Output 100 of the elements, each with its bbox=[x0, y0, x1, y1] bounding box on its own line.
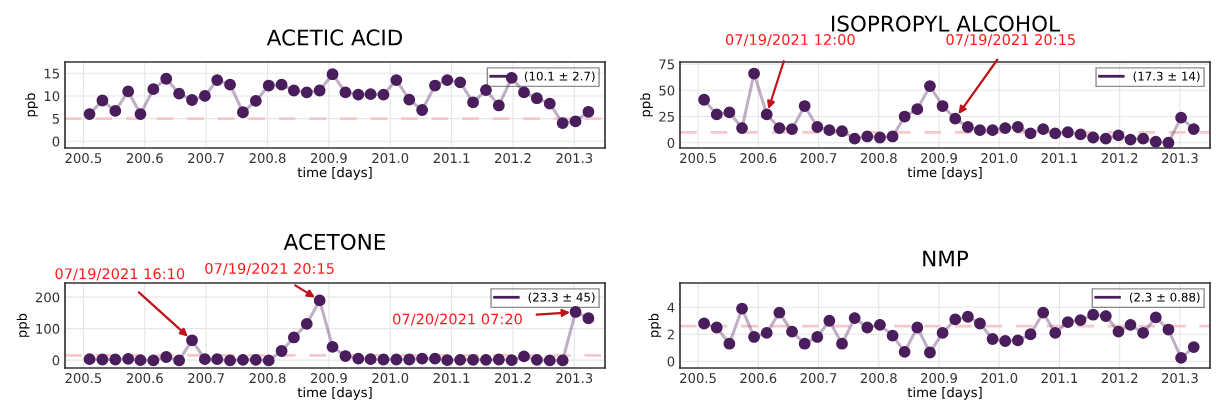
point bbox=[275, 345, 288, 357]
point bbox=[326, 68, 339, 81]
point bbox=[924, 346, 936, 359]
x-tick-label: 201.0 bbox=[981, 153, 1018, 164]
point bbox=[300, 318, 313, 330]
x-tick-label: 200.5 bbox=[680, 153, 716, 164]
point bbox=[1149, 135, 1162, 148]
x-tick-label: 200.5 bbox=[680, 373, 716, 384]
x-tick-label: 201.0 bbox=[372, 153, 409, 164]
point bbox=[518, 350, 530, 363]
annotation: 07/19/2021 20:15 bbox=[946, 34, 1075, 47]
point bbox=[492, 99, 505, 112]
point bbox=[710, 108, 723, 121]
point bbox=[173, 87, 186, 100]
legend-label: (10.1 ± 2.7) bbox=[524, 71, 595, 82]
point bbox=[249, 353, 262, 366]
point bbox=[211, 74, 224, 87]
point bbox=[467, 96, 479, 109]
point bbox=[403, 93, 416, 106]
point bbox=[429, 79, 441, 92]
point bbox=[530, 92, 543, 105]
point bbox=[874, 131, 886, 144]
annotation: 07/20/2021 07:20 bbox=[393, 313, 522, 326]
point bbox=[109, 353, 122, 366]
point bbox=[823, 314, 836, 327]
y-tick-label: 200 bbox=[35, 292, 60, 303]
y-tick-label: 10 bbox=[44, 91, 60, 102]
point bbox=[886, 329, 899, 342]
point bbox=[1112, 129, 1125, 142]
point bbox=[811, 121, 824, 133]
point bbox=[823, 124, 836, 137]
point bbox=[986, 333, 999, 345]
point bbox=[748, 331, 760, 343]
x-tick-label: 200.8 bbox=[860, 153, 897, 164]
point bbox=[1099, 132, 1112, 145]
point bbox=[313, 294, 326, 307]
point bbox=[543, 97, 556, 110]
y-tick-label: 0 bbox=[667, 137, 675, 148]
point bbox=[339, 350, 352, 362]
point bbox=[287, 84, 300, 97]
point bbox=[1149, 311, 1162, 324]
x-tick-label: 200.7 bbox=[800, 153, 837, 164]
point bbox=[1099, 310, 1112, 322]
x-tick-label: 201.2 bbox=[495, 373, 531, 384]
x-tick-label: 201.1 bbox=[433, 373, 470, 384]
point bbox=[518, 86, 530, 99]
y-tick-label: 4 bbox=[667, 302, 675, 313]
point bbox=[1087, 131, 1100, 144]
point bbox=[582, 312, 595, 325]
point bbox=[1074, 128, 1087, 141]
point bbox=[1011, 121, 1024, 133]
point bbox=[848, 312, 861, 324]
x-tick-label: 200.5 bbox=[65, 373, 102, 384]
point bbox=[441, 74, 454, 87]
point bbox=[147, 83, 160, 96]
point bbox=[492, 353, 505, 366]
point bbox=[961, 121, 974, 133]
x-tick-label: 200.6 bbox=[740, 153, 777, 164]
point bbox=[160, 72, 173, 85]
point bbox=[786, 123, 798, 136]
chart-title: ACETIC ACID bbox=[266, 29, 403, 46]
x-tick-label: 200.6 bbox=[740, 373, 777, 384]
y-tick-label: 100 bbox=[36, 323, 60, 334]
point bbox=[364, 353, 377, 366]
point bbox=[811, 331, 824, 343]
x-axis-title: time [days] bbox=[297, 167, 372, 180]
point bbox=[262, 354, 275, 367]
y-axis-title: ppb bbox=[16, 313, 30, 337]
legend-label: (23.3 ± 45) bbox=[528, 292, 595, 303]
point bbox=[505, 71, 518, 84]
x-tick-label: 200.6 bbox=[126, 373, 163, 384]
point bbox=[199, 90, 211, 102]
point bbox=[1087, 308, 1100, 321]
point bbox=[429, 352, 441, 365]
point bbox=[1124, 318, 1137, 331]
annotation: 07/19/2021 12:00 bbox=[725, 34, 855, 47]
y-axis-title: ppb bbox=[640, 93, 653, 117]
point bbox=[911, 321, 924, 334]
point bbox=[173, 354, 186, 367]
x-tick-label: 200.5 bbox=[65, 153, 102, 164]
y-tick-label: 15 bbox=[44, 68, 59, 79]
point bbox=[773, 122, 786, 134]
point bbox=[224, 78, 236, 91]
point bbox=[999, 122, 1012, 134]
point bbox=[109, 104, 122, 117]
point bbox=[874, 318, 886, 331]
point bbox=[1137, 132, 1150, 145]
x-tick-label: 201.3 bbox=[1161, 373, 1198, 384]
x-tick-label: 201.2 bbox=[495, 153, 531, 164]
y-tick-label: 50 bbox=[659, 85, 675, 96]
x-tick-label: 200.8 bbox=[249, 373, 286, 384]
point bbox=[313, 84, 326, 97]
point bbox=[1124, 133, 1137, 146]
point bbox=[224, 354, 236, 367]
point bbox=[1137, 327, 1150, 339]
x-tick-label: 201.3 bbox=[1161, 153, 1198, 164]
point bbox=[543, 354, 556, 367]
point bbox=[1024, 328, 1037, 341]
point bbox=[861, 321, 874, 334]
point bbox=[1162, 136, 1175, 148]
